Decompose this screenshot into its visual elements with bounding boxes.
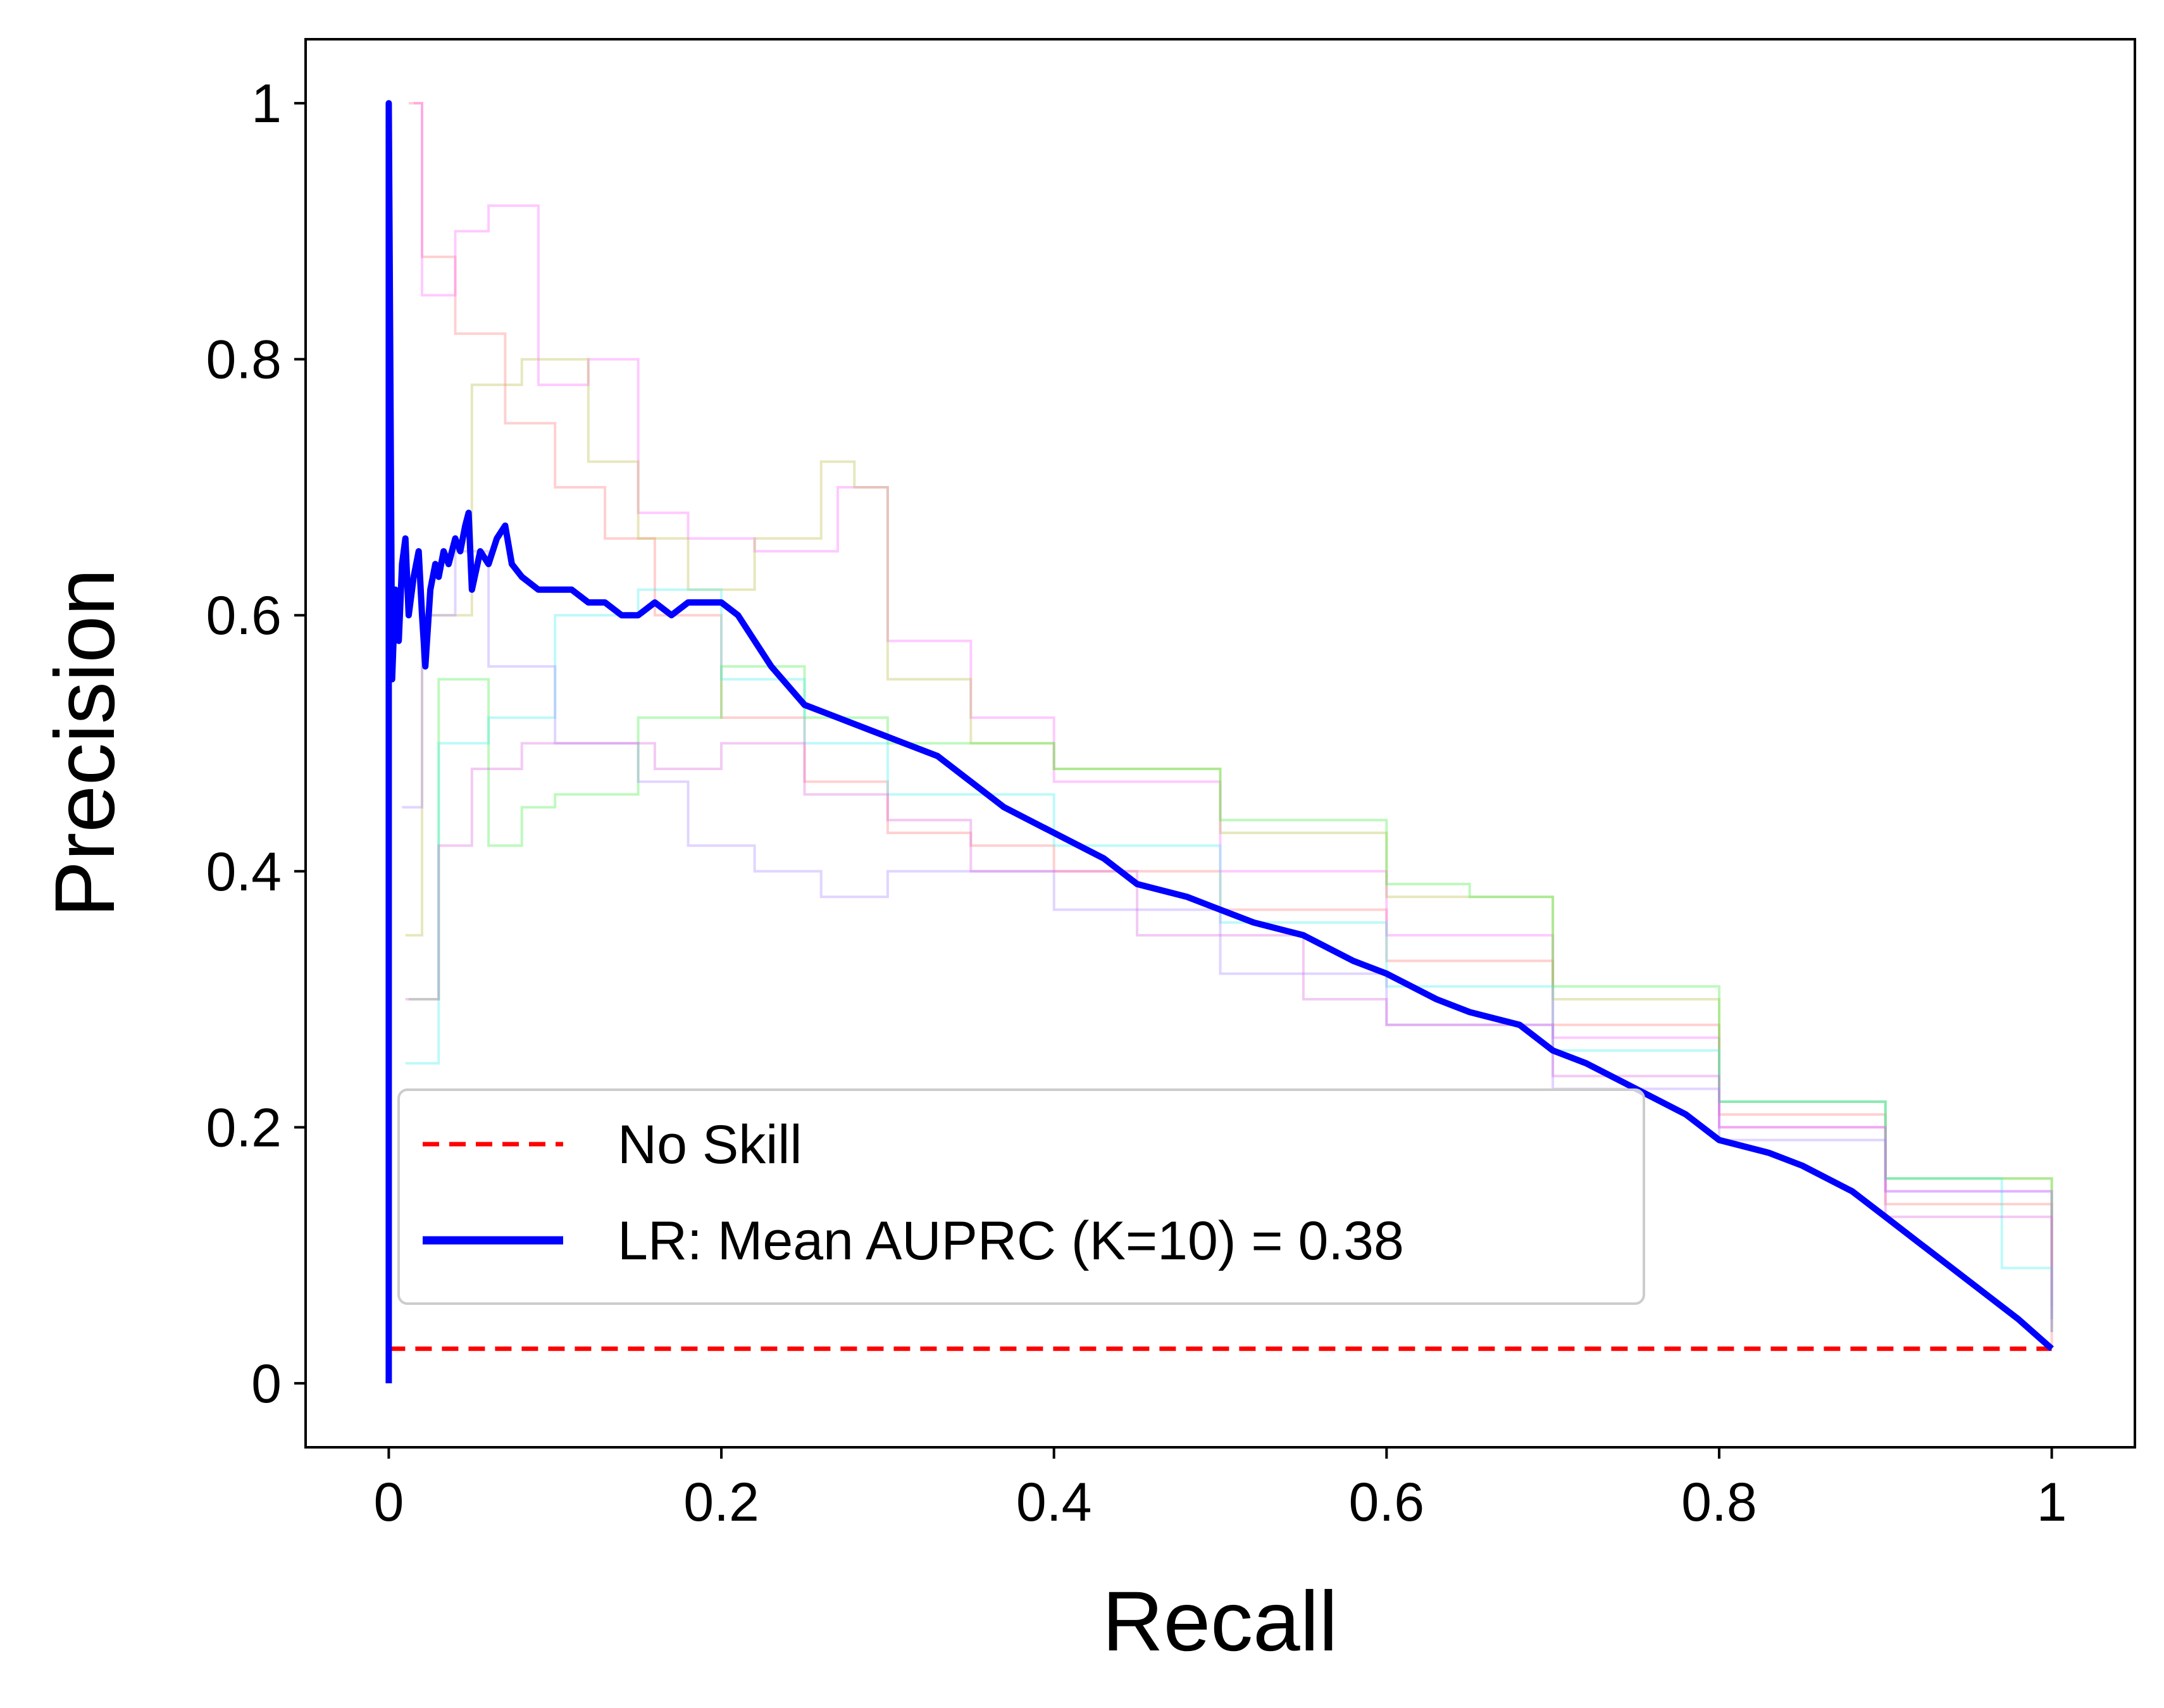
series-lines — [385, 100, 2054, 1383]
legend-model-label: LR: Mean AUPRC (K=10) = 0.38 — [618, 1211, 1404, 1271]
y-tick-label: 0.2 — [206, 1097, 282, 1158]
x-tick-label: 0.6 — [1349, 1472, 1425, 1533]
fold-curve-6 — [402, 550, 2053, 1319]
plot-area-frame — [304, 38, 2136, 1449]
fold-curve-2 — [413, 102, 2053, 1307]
fold-curve-3 — [405, 358, 2053, 1332]
legend-no-skill-label: No Skill — [618, 1114, 802, 1175]
y-tick-label: 0.6 — [206, 585, 282, 646]
fold-curves — [402, 102, 2053, 1349]
fold-curve-5 — [405, 588, 2053, 1332]
legend: No Skill LR: Mean AUPRC (K=10) = 0.38 — [397, 1088, 1645, 1305]
fold-curve-7 — [405, 742, 2053, 1332]
x-tick-label: 0.8 — [1681, 1472, 1757, 1533]
y-tick-label: 0 — [251, 1354, 282, 1414]
y-tick-label: 1 — [251, 73, 282, 134]
legend-box — [397, 1088, 1645, 1305]
y-axis-title: Precision — [38, 568, 132, 917]
x-tick-label: 0 — [373, 1472, 404, 1533]
x-tick-label: 1 — [2037, 1472, 2067, 1533]
fold-curve-1 — [408, 102, 2053, 1349]
axis-ticks: 0 0.2 0.4 0.6 0.8 1 0 0.2 0.4 0.6 0.8 1 — [206, 73, 2067, 1533]
x-tick-label: 0.2 — [683, 1472, 759, 1533]
fold-curve-4 — [408, 665, 2053, 1319]
y-tick-label: 0.8 — [206, 330, 282, 390]
y-tick-label: 0.4 — [206, 842, 282, 902]
mean-pr-curve-line — [385, 100, 2054, 1383]
x-axis-title: Recall — [1102, 1574, 1338, 1669]
x-tick-label: 0.4 — [1016, 1472, 1092, 1533]
